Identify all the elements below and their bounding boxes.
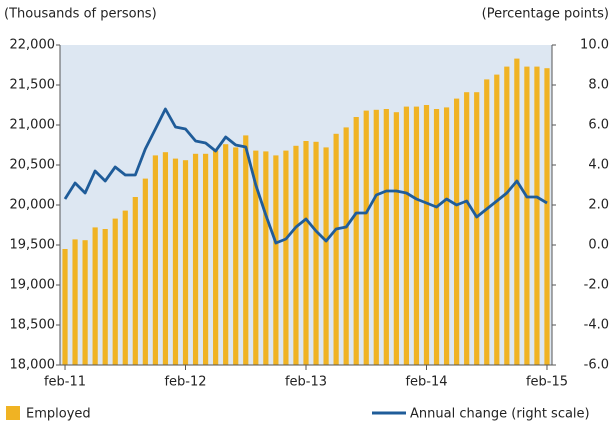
- x-tick-label: feb-15: [526, 375, 568, 390]
- y2-tick-label: 2.0: [588, 198, 609, 213]
- bar: [243, 135, 249, 365]
- bar: [323, 147, 329, 365]
- bar: [122, 210, 128, 365]
- bar: [293, 145, 299, 365]
- bar: [192, 153, 199, 365]
- bar: [72, 239, 78, 365]
- legend-label: Employed: [26, 407, 91, 422]
- bar: [112, 218, 118, 365]
- bar: [233, 147, 239, 365]
- bar: [343, 127, 349, 366]
- bar: [363, 110, 369, 365]
- bar: [443, 107, 450, 366]
- bar: [474, 92, 480, 365]
- bar: [484, 79, 490, 366]
- bar: [504, 66, 510, 365]
- y-tick-label: 19,500: [10, 238, 56, 253]
- y-axis-label: (Thousands of persons): [4, 7, 157, 22]
- legend-label: Annual change (right scale): [410, 407, 590, 422]
- x-tick-label: feb-11: [44, 375, 86, 390]
- bar: [62, 249, 68, 365]
- line: [63, 107, 548, 245]
- bar: [152, 155, 158, 365]
- y2-tick-label: -2.0: [584, 278, 609, 293]
- y2-tick-label: 0.0: [588, 238, 609, 253]
- bar: [534, 66, 540, 365]
- bar: [313, 141, 319, 365]
- y2-tick-label: 10.0: [580, 38, 609, 53]
- bar: [333, 133, 339, 365]
- y-tick-label: 18,500: [10, 318, 56, 333]
- bar: [403, 106, 410, 365]
- x-tick-label: feb-14: [405, 375, 447, 390]
- y-tick-label: 18,000: [10, 358, 56, 373]
- y-tick-label: 19,000: [10, 278, 56, 293]
- bar: [273, 155, 279, 365]
- bar: [162, 152, 169, 365]
- y-tick-label: 21,500: [10, 78, 56, 93]
- bar: [464, 92, 470, 365]
- bar: [132, 197, 138, 365]
- y2-tick-label: -6.0: [584, 358, 609, 373]
- y2-tick-label: 8.0: [588, 78, 609, 93]
- bar: [514, 58, 520, 365]
- bar: [544, 68, 550, 365]
- bar: [393, 112, 399, 365]
- x-tick-label: feb-13: [285, 375, 327, 390]
- bar: [263, 151, 269, 365]
- bar: [433, 109, 440, 365]
- y2-tick-label: 6.0: [588, 118, 609, 133]
- y2-tick-label: 4.0: [588, 158, 609, 173]
- bar: [454, 98, 460, 365]
- bar: [283, 150, 289, 365]
- bar: [172, 158, 179, 365]
- bar: [383, 109, 389, 365]
- bar: [142, 178, 148, 365]
- bar: [423, 105, 430, 365]
- bar: [223, 144, 229, 365]
- bar: [413, 106, 420, 365]
- bar: [253, 150, 259, 365]
- bar: [303, 141, 309, 365]
- bar: [92, 227, 98, 365]
- bar: [373, 109, 379, 365]
- y2-axis-label: (Percentage points): [482, 7, 609, 22]
- bar: [353, 117, 359, 365]
- bar: [494, 74, 500, 365]
- y2-tick-label: -4.0: [584, 318, 609, 333]
- bar: [213, 150, 219, 365]
- y-tick-label: 20,500: [10, 158, 56, 173]
- bar: [182, 160, 189, 365]
- y-tick-label: 22,000: [10, 38, 56, 53]
- y-tick-label: 20,000: [10, 198, 56, 213]
- bar: [524, 66, 530, 365]
- y-tick-label: 21,000: [10, 118, 56, 133]
- x-tick-label: feb-12: [164, 375, 206, 390]
- bar: [202, 153, 209, 365]
- bar: [82, 240, 88, 365]
- bar: [102, 229, 108, 365]
- legend-swatch: [6, 406, 20, 420]
